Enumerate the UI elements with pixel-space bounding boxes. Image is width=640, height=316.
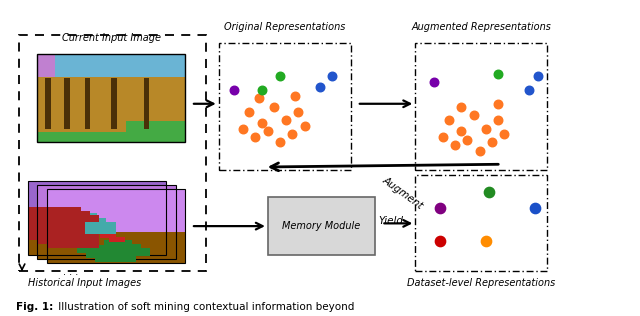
- Text: Fig. 1:: Fig. 1:: [16, 302, 53, 312]
- Bar: [85, 222, 116, 234]
- Point: [468, 112, 479, 117]
- Point: [244, 110, 255, 115]
- Bar: [76, 217, 106, 229]
- Bar: [415, 175, 547, 271]
- Point: [435, 206, 445, 211]
- Point: [327, 74, 337, 79]
- Point: [257, 88, 267, 93]
- Bar: [28, 207, 81, 240]
- Point: [257, 120, 267, 125]
- Point: [481, 126, 491, 131]
- Point: [533, 74, 543, 79]
- Bar: [109, 236, 125, 242]
- Bar: [67, 213, 97, 225]
- Point: [456, 129, 467, 134]
- Bar: [37, 185, 175, 259]
- Point: [456, 104, 467, 109]
- Bar: [28, 181, 166, 255]
- Point: [281, 118, 291, 123]
- Point: [438, 134, 448, 139]
- Point: [275, 140, 285, 145]
- Point: [291, 93, 301, 98]
- Point: [493, 118, 503, 123]
- Text: Yield: Yield: [378, 216, 403, 226]
- Bar: [37, 211, 90, 244]
- Point: [450, 143, 460, 148]
- Point: [262, 129, 273, 134]
- Bar: [90, 228, 107, 234]
- Text: Original Representations: Original Representations: [224, 22, 346, 32]
- Bar: [104, 240, 132, 247]
- Bar: [37, 54, 185, 142]
- Bar: [37, 77, 185, 135]
- Bar: [37, 54, 185, 79]
- Bar: [37, 132, 185, 142]
- Bar: [45, 78, 51, 129]
- Bar: [268, 197, 375, 255]
- Bar: [47, 189, 185, 263]
- Bar: [143, 78, 150, 129]
- Bar: [37, 54, 55, 79]
- Point: [269, 104, 279, 109]
- Point: [444, 118, 454, 123]
- Point: [493, 101, 503, 106]
- Bar: [123, 248, 150, 256]
- Bar: [113, 244, 141, 252]
- Bar: [100, 232, 116, 238]
- Bar: [37, 185, 175, 259]
- Text: Illustration of soft mining contextual information beyond: Illustration of soft mining contextual i…: [54, 302, 354, 312]
- Text: Augment: Augment: [380, 175, 424, 211]
- Point: [524, 88, 534, 93]
- Point: [315, 85, 325, 90]
- Text: Dataset-level Representations: Dataset-level Representations: [407, 278, 556, 288]
- Bar: [84, 78, 90, 129]
- Bar: [219, 43, 351, 170]
- Bar: [64, 78, 70, 129]
- Point: [487, 140, 497, 145]
- Point: [462, 137, 472, 142]
- Point: [493, 71, 503, 76]
- Bar: [47, 215, 99, 248]
- Text: Historical Input Images: Historical Input Images: [28, 278, 141, 288]
- Point: [475, 148, 485, 153]
- Point: [229, 88, 239, 93]
- Bar: [77, 245, 118, 253]
- Text: Augmented Representations: Augmented Representations: [412, 22, 551, 32]
- Point: [484, 189, 494, 194]
- Text: Current Input Image: Current Input Image: [61, 33, 161, 43]
- Point: [293, 110, 303, 115]
- Point: [435, 239, 445, 244]
- Bar: [28, 224, 166, 255]
- Bar: [47, 189, 185, 263]
- Bar: [47, 232, 185, 263]
- Bar: [111, 78, 117, 129]
- Point: [530, 206, 540, 211]
- Point: [253, 96, 264, 101]
- Point: [300, 123, 310, 128]
- Point: [287, 131, 298, 137]
- Point: [499, 131, 509, 137]
- Text: Memory Module: Memory Module: [282, 221, 361, 231]
- Bar: [28, 181, 166, 255]
- Bar: [37, 228, 175, 259]
- Bar: [86, 249, 127, 258]
- Bar: [415, 43, 547, 170]
- Text: · · ·: · · ·: [63, 270, 79, 280]
- Point: [238, 126, 248, 131]
- Point: [429, 79, 439, 84]
- Bar: [95, 253, 136, 262]
- Bar: [19, 35, 206, 271]
- Point: [275, 74, 285, 79]
- Point: [481, 239, 491, 244]
- Point: [250, 134, 260, 139]
- Bar: [126, 121, 185, 137]
